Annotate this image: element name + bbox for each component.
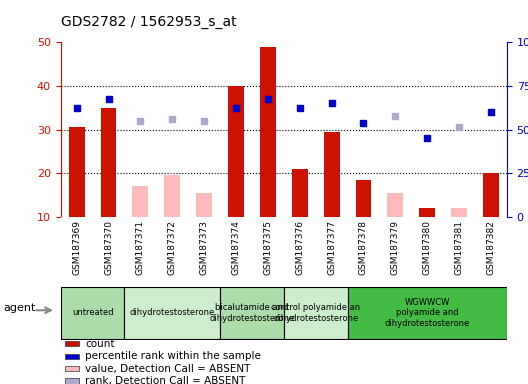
Bar xyxy=(483,173,499,217)
Bar xyxy=(292,169,308,217)
Bar xyxy=(260,46,276,217)
FancyBboxPatch shape xyxy=(125,286,220,339)
Text: GSM187381: GSM187381 xyxy=(455,220,464,275)
Text: control polyamide an
dihydrotestosterone: control polyamide an dihydrotestosterone xyxy=(271,303,360,323)
Text: GSM187369: GSM187369 xyxy=(72,220,81,275)
Bar xyxy=(133,186,148,217)
Bar xyxy=(100,108,117,217)
Bar xyxy=(69,127,84,217)
Bar xyxy=(65,354,79,359)
Text: untreated: untreated xyxy=(72,308,114,318)
Text: dihydrotestosterone: dihydrotestosterone xyxy=(130,308,215,318)
Text: GSM187373: GSM187373 xyxy=(200,220,209,275)
FancyBboxPatch shape xyxy=(284,286,347,339)
Bar xyxy=(196,193,212,217)
Text: bicalutamide and
dihydrotestosterone: bicalutamide and dihydrotestosterone xyxy=(209,303,295,323)
Text: GSM187378: GSM187378 xyxy=(359,220,368,275)
Text: GSM187376: GSM187376 xyxy=(295,220,304,275)
Text: agent: agent xyxy=(3,303,35,313)
Text: GSM187372: GSM187372 xyxy=(168,220,177,275)
FancyBboxPatch shape xyxy=(220,286,284,339)
Bar xyxy=(65,378,79,384)
Bar xyxy=(324,132,340,217)
Text: GSM187371: GSM187371 xyxy=(136,220,145,275)
Text: GSM187370: GSM187370 xyxy=(104,220,113,275)
Text: value, Detection Call = ABSENT: value, Detection Call = ABSENT xyxy=(85,364,251,374)
Bar xyxy=(451,208,467,217)
Text: GSM187377: GSM187377 xyxy=(327,220,336,275)
Text: percentile rank within the sample: percentile rank within the sample xyxy=(85,351,261,361)
Bar xyxy=(228,86,244,217)
Text: WGWWCW
polyamide and
dihydrotestosterone: WGWWCW polyamide and dihydrotestosterone xyxy=(384,298,470,328)
Bar xyxy=(388,193,403,217)
FancyBboxPatch shape xyxy=(61,286,125,339)
Text: GSM187382: GSM187382 xyxy=(486,220,495,275)
Bar xyxy=(65,366,79,371)
Text: GSM187380: GSM187380 xyxy=(423,220,432,275)
Text: count: count xyxy=(85,339,115,349)
Text: GSM187379: GSM187379 xyxy=(391,220,400,275)
Text: GDS2782 / 1562953_s_at: GDS2782 / 1562953_s_at xyxy=(61,15,237,29)
Text: GSM187374: GSM187374 xyxy=(231,220,240,275)
Text: rank, Detection Call = ABSENT: rank, Detection Call = ABSENT xyxy=(85,376,246,384)
Bar xyxy=(65,341,79,346)
Bar xyxy=(419,208,435,217)
Bar xyxy=(355,180,371,217)
Text: GSM187375: GSM187375 xyxy=(263,220,272,275)
FancyBboxPatch shape xyxy=(347,286,507,339)
Bar xyxy=(164,175,180,217)
